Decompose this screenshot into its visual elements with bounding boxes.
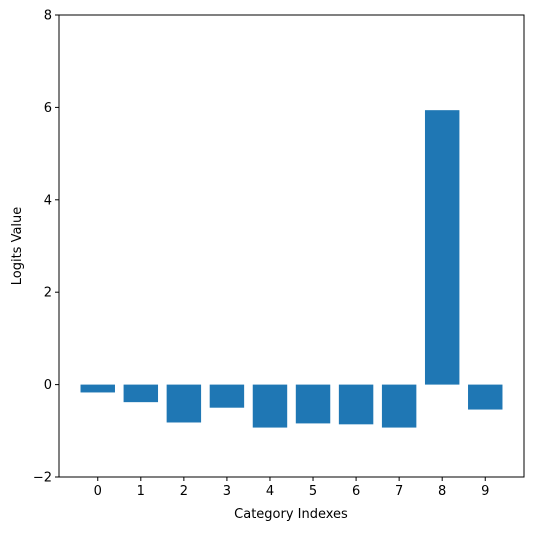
y-tick-label: 4 bbox=[44, 193, 52, 208]
y-tick-label: 0 bbox=[44, 378, 52, 393]
bar-8 bbox=[424, 110, 460, 385]
x-tick-label: 2 bbox=[180, 484, 188, 499]
bar-2 bbox=[166, 384, 202, 423]
bar-0 bbox=[80, 384, 115, 393]
bar-6 bbox=[338, 384, 374, 425]
y-tick-label: 6 bbox=[44, 101, 52, 116]
x-tick-label: 7 bbox=[395, 484, 403, 499]
bar-5 bbox=[295, 384, 331, 424]
axes-layer: −2 0 2 4 6 8 0 1 2 3 4 5 6 7 8 9 bbox=[33, 9, 525, 499]
bar-4 bbox=[252, 384, 288, 428]
plot-frame bbox=[58, 14, 525, 478]
bar-3 bbox=[209, 384, 245, 408]
bars-layer bbox=[80, 110, 503, 428]
y-axis-label: Logits Value bbox=[10, 207, 25, 286]
x-tick-label: 6 bbox=[352, 484, 360, 499]
x-tick-label: 0 bbox=[94, 484, 102, 499]
y-tick-label: −2 bbox=[33, 471, 52, 486]
bar-7 bbox=[381, 384, 417, 428]
bar-1 bbox=[123, 384, 159, 403]
y-tick-label: 2 bbox=[44, 286, 52, 301]
x-axis-label: Category Indexes bbox=[234, 507, 348, 522]
bar-9 bbox=[468, 384, 503, 410]
x-tick-label: 1 bbox=[137, 484, 145, 499]
x-tick-label: 3 bbox=[223, 484, 231, 499]
y-tick-label: 8 bbox=[44, 9, 52, 24]
x-tick-label: 9 bbox=[481, 484, 489, 499]
x-tick-label: 8 bbox=[438, 484, 446, 499]
x-tick-label: 4 bbox=[266, 484, 274, 499]
x-tick-label: 5 bbox=[309, 484, 317, 499]
